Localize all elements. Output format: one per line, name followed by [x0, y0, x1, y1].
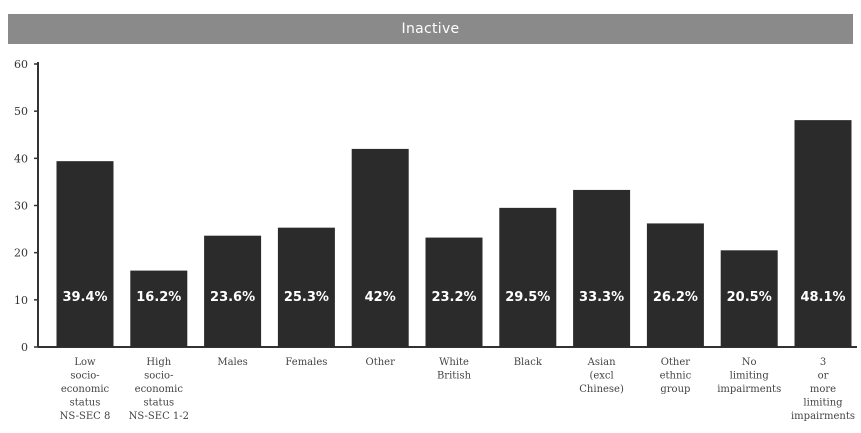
- bar: [573, 189, 631, 347]
- category-label: Other: [661, 357, 691, 368]
- bar-value-label: 25.3%: [284, 290, 329, 305]
- category-label: status: [143, 398, 174, 409]
- category-label: White: [439, 357, 469, 368]
- bar: [499, 207, 557, 347]
- bar-value-label: 23.6%: [210, 290, 255, 305]
- category-label: socio-: [144, 371, 173, 382]
- bar-value-label: 42%: [365, 290, 396, 305]
- bar-value-label: 48.1%: [800, 290, 845, 305]
- category-label: 3: [820, 357, 826, 368]
- y-tick-label: 20: [14, 247, 28, 260]
- category-label: No: [742, 357, 757, 368]
- category-label: Low: [74, 357, 96, 368]
- bar-value-label: 26.2%: [653, 290, 698, 305]
- y-tick-label: 10: [14, 294, 28, 307]
- y-tick-label: 40: [14, 152, 28, 165]
- bar: [646, 223, 704, 347]
- category-label: ethnic: [660, 371, 692, 382]
- bar: [425, 237, 483, 347]
- bar: [351, 148, 409, 347]
- bar-value-label: 33.3%: [579, 290, 624, 305]
- category-label: Asian: [587, 357, 617, 368]
- category-label: (excl: [589, 371, 613, 382]
- bars: [56, 120, 852, 348]
- category-label: limiting: [803, 398, 843, 409]
- category-label: Females: [285, 357, 327, 368]
- category-label: impairments: [717, 384, 781, 395]
- category-label: socio-: [70, 371, 99, 382]
- labels: 39.4% Low socio-economic status NS-SEC 8 16.2…: [60, 290, 855, 422]
- bar-value-label: 39.4%: [62, 290, 107, 305]
- category-label: more: [810, 384, 836, 395]
- chart-title: Inactive: [401, 21, 460, 37]
- chart-title-bar: Inactive: [8, 14, 853, 44]
- category-label: British: [437, 371, 472, 382]
- bar: [56, 161, 114, 347]
- category-label: NS-SEC 1-2: [129, 411, 189, 422]
- bar: [720, 250, 778, 347]
- category-label: limiting: [730, 371, 770, 382]
- category-label: impairments: [791, 411, 855, 422]
- category-label: NS-SEC 8: [60, 411, 111, 422]
- bar-value-label: 23.2%: [431, 290, 476, 305]
- category-label: Other: [366, 357, 396, 368]
- bar: [794, 120, 852, 348]
- bar-value-label: 16.2%: [136, 290, 181, 305]
- category-label: status: [70, 398, 101, 409]
- y-tick-label: 50: [14, 105, 28, 118]
- bar-value-label: 29.5%: [505, 290, 550, 305]
- category-label: economic: [61, 384, 110, 395]
- y-tick-label: 30: [14, 200, 28, 213]
- bar: [204, 235, 262, 347]
- y-tick-label: 0: [21, 341, 28, 354]
- category-label: group: [660, 384, 690, 395]
- category-label: Males: [217, 357, 247, 368]
- category-label: or: [818, 371, 829, 382]
- bar: [277, 227, 335, 347]
- category-label: economic: [135, 384, 184, 395]
- bar: [130, 270, 188, 347]
- bar-value-label: 20.5%: [727, 290, 772, 305]
- category-label: High: [146, 357, 171, 368]
- y-tick-label: 60: [14, 58, 28, 71]
- category-label: Black: [514, 357, 543, 368]
- category-label: Chinese): [579, 384, 624, 395]
